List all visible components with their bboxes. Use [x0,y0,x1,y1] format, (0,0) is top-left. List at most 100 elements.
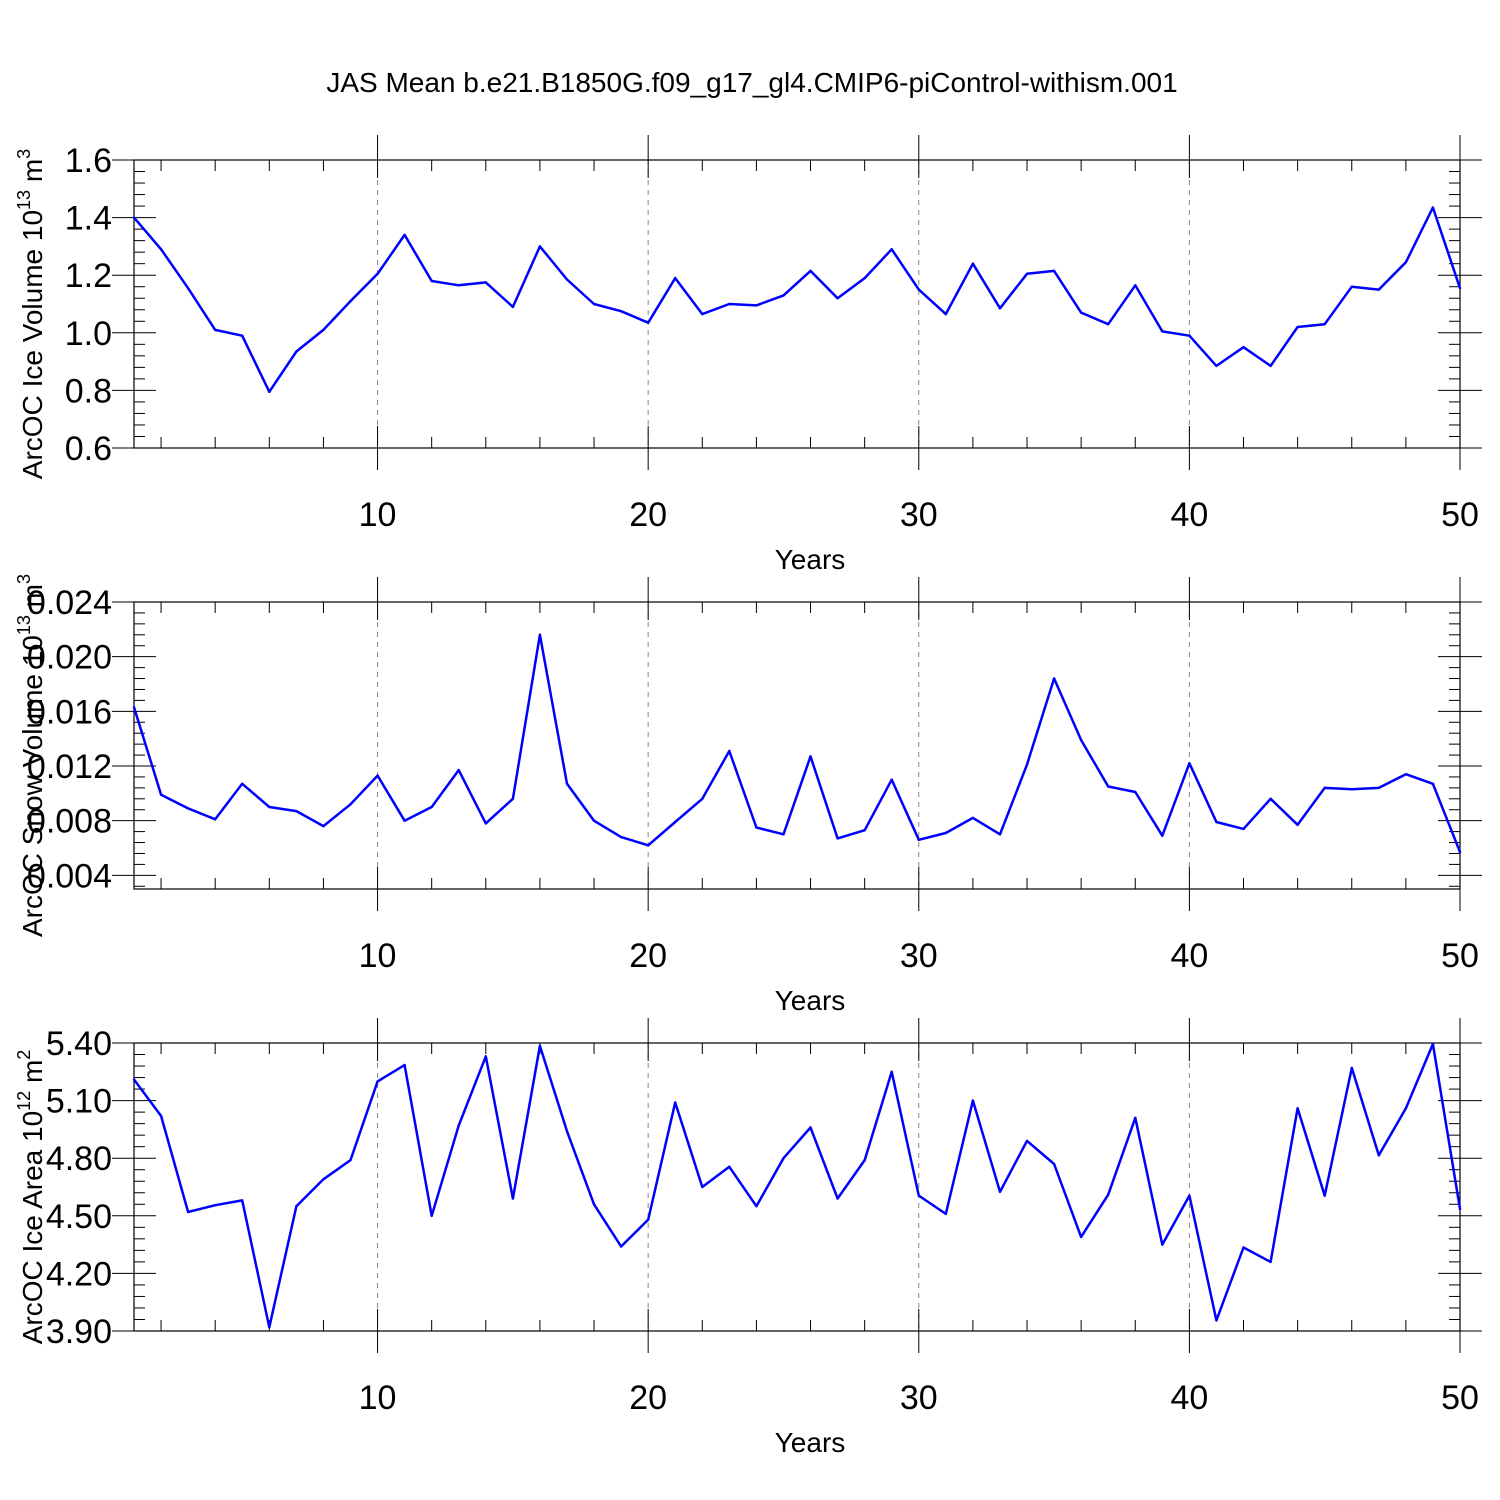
data-point [1242,827,1245,831]
y-axis-label: ArcOC Snow Volume 1013 m3 [14,574,48,937]
data-point [1323,322,1326,326]
data-point [1188,1194,1191,1197]
data-point [403,819,406,822]
x-tick-label: 10 [359,496,397,534]
data-point [322,328,325,332]
data-point [1215,820,1218,824]
x-tick-label: 50 [1441,496,1479,534]
data-point [674,276,677,280]
data-point [782,294,785,297]
data-point [971,816,975,820]
data-point [1296,1107,1299,1110]
data-point [728,302,731,306]
data-point [457,1124,460,1127]
data-point [349,803,352,806]
plot-frame [133,1042,1461,1332]
data-point [484,281,487,284]
data-point [1025,763,1029,766]
x-tick-label: 10 [359,937,397,975]
data-point [322,1178,325,1181]
x-tick-label: 30 [900,937,938,975]
data-point [1350,788,1353,791]
data-point [1107,1193,1110,1196]
data-point [1107,322,1110,326]
data-point [376,774,379,777]
data-point [1269,364,1272,368]
data-series-line [132,633,1462,853]
data-point [1079,311,1083,314]
x-tick-label: 20 [629,1379,667,1417]
data-point [917,1194,920,1197]
y-axis-label-text: m [17,1060,48,1091]
data-point [971,262,975,265]
chart-panel-2: 10 20 30 40 50 0.004 0.008 0.012 0.016 0.020 0.024… [14,574,1482,1016]
data-point [213,818,217,821]
chart-panel-3: 10 20 30 40 50 3.90 4.20 4.50 4.80 5.10 5.40 Years A… [14,1018,1482,1458]
x-tick-label: 10 [359,1379,397,1417]
y-tick-label: 0.012 [27,748,112,786]
y-axis-label-text: ArcOC Ice Volume 10 [17,210,48,479]
y-tick-label: 0.016 [27,693,112,731]
y-axis-label-text: ArcOC Ice Area 10 [17,1111,48,1344]
data-point [1404,261,1408,264]
data-point [890,778,893,781]
data-point [565,278,569,281]
data-point [213,328,217,332]
data-point [1269,797,1272,800]
data-point [998,833,1002,836]
data-point [511,305,515,309]
x-tick-label: 40 [1170,937,1208,975]
data-point [1458,1207,1462,1211]
y-tick-label: 1.0 [65,315,112,353]
y-axis-label-text: ArcOC Snow Volume 10 [17,635,48,937]
data-point [971,1099,975,1102]
data-point [890,1070,893,1074]
data-point [349,1158,352,1162]
data-point [674,820,677,824]
y-tick-label: 0.004 [27,857,112,895]
y-axis-label-superscript: 13 [14,615,34,635]
data-point [132,216,136,219]
data-point [863,276,866,280]
data-point [619,1245,623,1248]
data-point [1161,834,1164,837]
data-point [1350,285,1353,288]
data-point [755,304,758,307]
y-tick-label: 0.6 [65,430,112,468]
y-tick-label: 4.50 [46,1198,112,1236]
data-point [1134,284,1137,287]
data-point [863,1158,866,1162]
data-point [701,312,704,316]
data-point [836,297,839,300]
y-tick-label: 1.6 [65,142,112,180]
data-point [159,793,163,796]
x-tick-label: 40 [1170,1379,1208,1417]
y-tick-label: 0.020 [27,639,112,677]
data-point [1377,786,1381,790]
y-axis-label-text: m [17,159,48,190]
data-point [403,1063,406,1067]
data-point [944,831,948,835]
data-point [1161,330,1164,333]
data-point [268,1325,271,1329]
y-axis-label-superscript: 3 [14,149,34,159]
data-point [646,844,650,847]
x-axis-label: Years [775,544,846,575]
data-point [322,824,325,828]
y-axis-label-superscript: 12 [14,1091,34,1111]
data-point [1161,1243,1164,1246]
x-tick-label: 40 [1170,496,1208,534]
data-point [1052,677,1056,680]
data-point [241,334,244,337]
data-point [1323,1194,1326,1197]
data-point [132,1078,136,1081]
data-point [1107,785,1110,788]
data-point [295,1205,298,1208]
data-point [484,822,487,825]
data-point [403,233,406,237]
y-axis-label: ArcOC Ice Area 1012 m2 [14,1050,48,1345]
data-series-line [132,1042,1462,1329]
y-tick-label: 4.80 [46,1140,112,1178]
y-tick-label: 1.2 [65,257,112,295]
